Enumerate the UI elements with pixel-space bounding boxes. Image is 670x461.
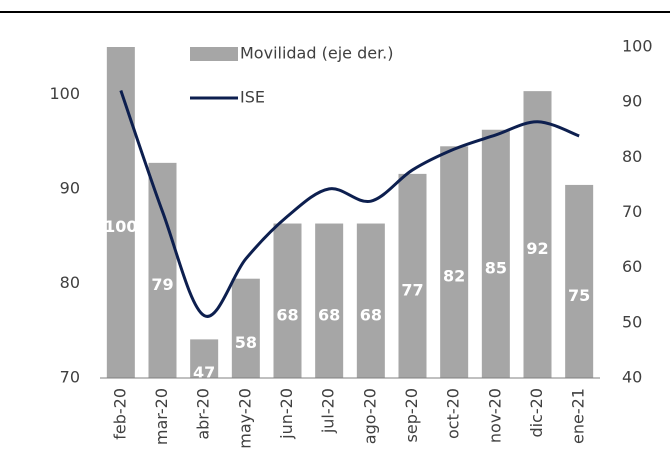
x-tick-label: abr-20 [194, 388, 213, 440]
y2-tick-label: 60 [622, 257, 642, 276]
x-tick-label: sep-20 [402, 388, 421, 442]
y-tick-label: 70 [60, 368, 80, 387]
bar [190, 339, 219, 378]
x-tick-label: dic-20 [527, 388, 546, 438]
value-label: 100 [104, 217, 137, 236]
bar [231, 278, 260, 378]
value-label: 79 [151, 275, 173, 294]
y2-tick-label: 80 [622, 147, 642, 166]
y-tick-label: 100 [49, 84, 80, 103]
bar [481, 129, 510, 378]
value-label: 75 [568, 286, 590, 305]
value-label: 92 [526, 239, 548, 258]
x-tick-label: mar-20 [152, 388, 171, 445]
value-label: 68 [276, 305, 298, 324]
value-label: 68 [360, 305, 382, 324]
x-tick-label: feb-20 [110, 388, 129, 440]
value-label: 85 [485, 258, 507, 277]
line [119, 90, 580, 318]
legend-swatch [190, 47, 238, 61]
y-tick-label: 80 [60, 273, 80, 292]
bar [565, 184, 594, 378]
value-label: 58 [235, 333, 257, 352]
x-tick-label: jul-20 [319, 388, 338, 434]
x-tick-label: oct-20 [444, 388, 463, 439]
bar [148, 162, 177, 378]
x-tick-label: nov-20 [485, 388, 504, 443]
x-tick-label: ago-20 [360, 388, 379, 444]
value-label: 47 [193, 363, 215, 382]
y2-tick-label: 40 [622, 368, 642, 387]
bar [440, 146, 469, 378]
bar [273, 223, 302, 378]
bar [106, 47, 135, 378]
legend-label: ISE [240, 88, 265, 107]
value-label: 68 [318, 305, 340, 324]
y2-tick-label: 100 [622, 37, 653, 56]
y2-tick-label: 50 [622, 312, 642, 331]
bar [398, 173, 427, 378]
value-label: 77 [401, 280, 423, 299]
value-label: 82 [443, 267, 465, 286]
x-tick-label: ene-21 [569, 388, 588, 444]
legend-label: Movilidad (eje der.) [240, 44, 394, 63]
bar [356, 223, 385, 378]
y-tick-label: 90 [60, 178, 80, 197]
bar [523, 91, 552, 378]
x-tick-label: jun-20 [277, 388, 296, 440]
bar [315, 223, 344, 378]
x-tick-label: may-20 [235, 388, 254, 449]
y2-tick-label: 70 [622, 202, 642, 221]
y2-tick-label: 90 [622, 92, 642, 111]
